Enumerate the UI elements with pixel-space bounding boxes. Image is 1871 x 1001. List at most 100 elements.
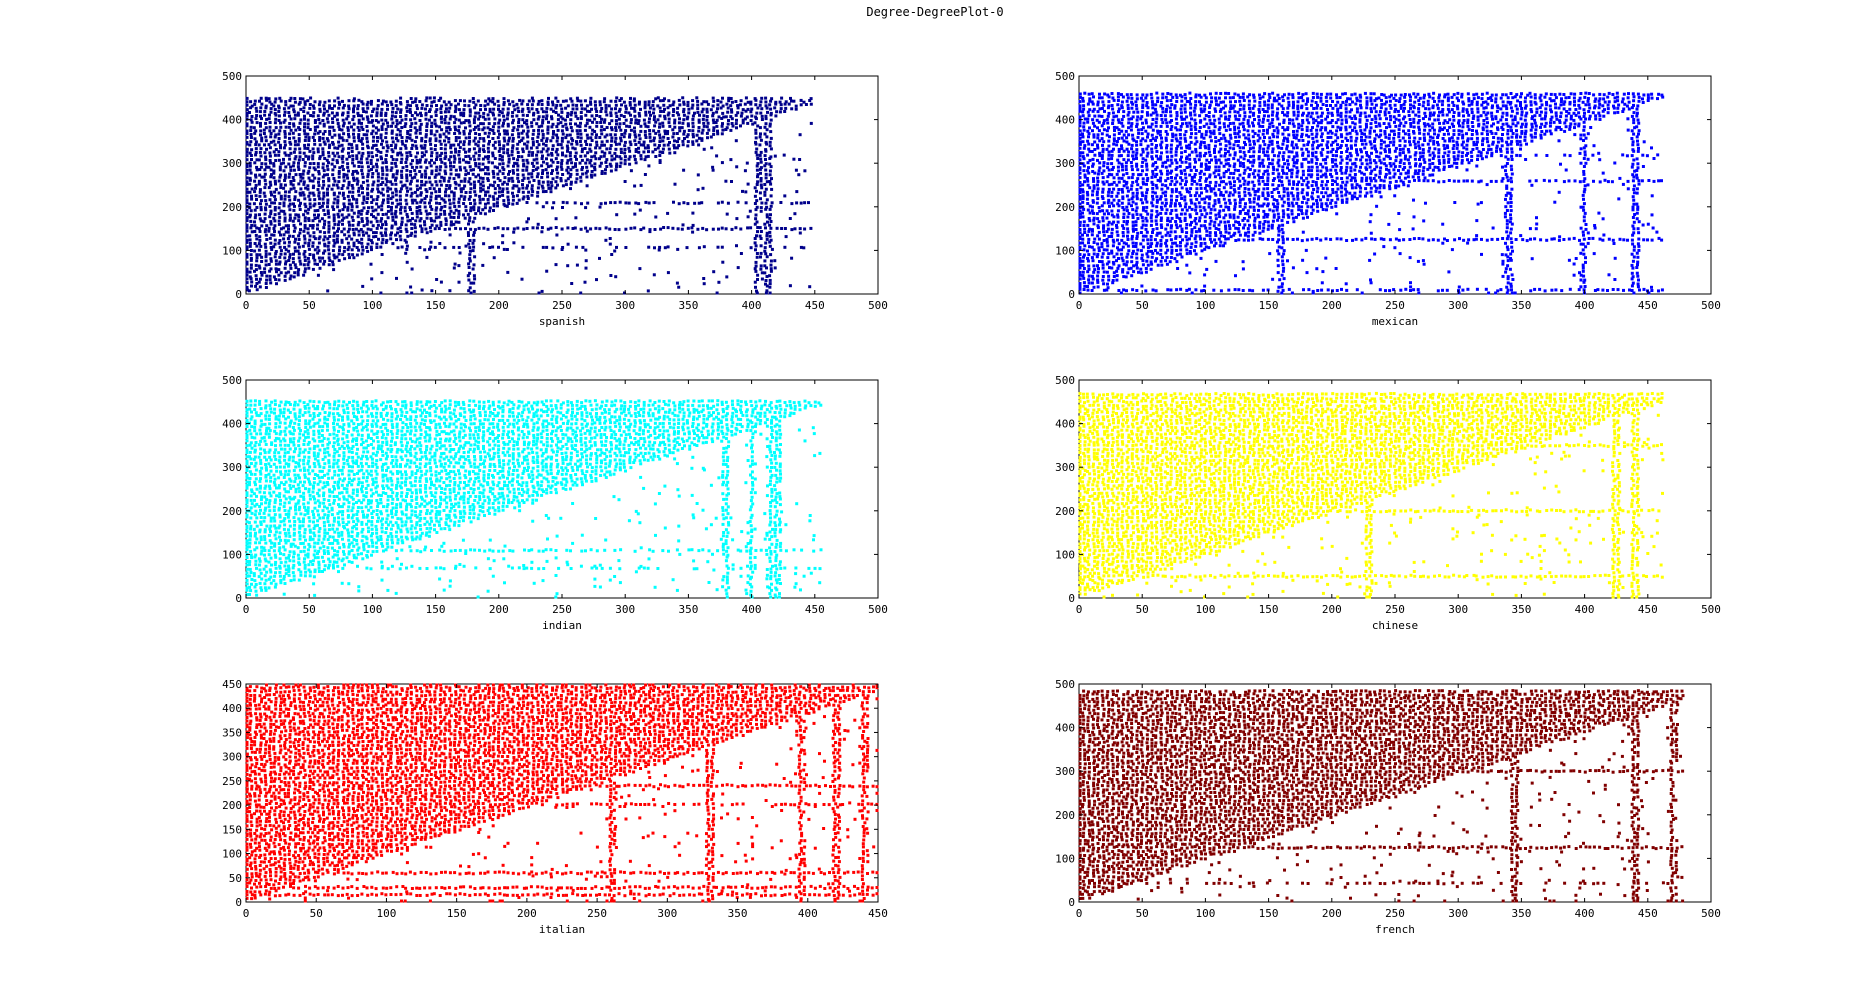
data-point — [1131, 200, 1135, 204]
data-point — [632, 99, 636, 103]
data-point — [1111, 111, 1115, 115]
data-point — [561, 99, 565, 103]
data-point — [1116, 92, 1120, 96]
data-point — [263, 179, 267, 182]
data-point — [245, 171, 249, 175]
data-point — [755, 199, 759, 203]
data-point — [445, 184, 449, 187]
data-point — [488, 194, 492, 198]
data-point — [427, 176, 431, 180]
data-point — [770, 187, 774, 191]
data-point — [430, 207, 434, 211]
data-point — [278, 215, 282, 219]
data-point — [332, 193, 336, 197]
data-point — [754, 150, 758, 154]
data-point — [245, 142, 249, 146]
data-point — [541, 147, 545, 151]
data-point — [408, 108, 412, 111]
data-point — [293, 263, 297, 267]
data-point — [345, 139, 349, 143]
data-point — [755, 289, 758, 293]
data-point — [463, 177, 467, 181]
data-point — [607, 104, 611, 108]
data-point — [327, 252, 331, 256]
data-point — [691, 132, 695, 136]
data-point — [634, 161, 638, 165]
data-point — [725, 102, 729, 106]
data-point — [308, 234, 312, 238]
data-point — [580, 150, 584, 154]
data-point — [790, 202, 794, 206]
data-point — [333, 146, 337, 150]
data-point — [1078, 142, 1082, 146]
data-point — [425, 125, 429, 129]
data-point — [518, 140, 522, 144]
data-point — [769, 136, 773, 140]
data-point — [541, 169, 545, 172]
data-point — [673, 139, 676, 143]
data-point — [603, 97, 607, 101]
data-point — [405, 164, 409, 168]
data-point — [1165, 143, 1169, 147]
data-point — [532, 179, 536, 182]
data-point — [570, 161, 574, 165]
data-point — [570, 282, 574, 285]
data-point — [706, 121, 710, 125]
data-point — [506, 124, 510, 128]
data-point — [691, 117, 695, 121]
data-point — [564, 136, 568, 140]
data-point — [352, 164, 356, 168]
data-point — [472, 139, 476, 143]
data-point — [452, 216, 456, 219]
data-point — [303, 237, 307, 241]
data-point — [250, 187, 254, 191]
data-point — [779, 107, 783, 111]
data-point — [764, 158, 767, 161]
data-point — [629, 143, 633, 147]
data-point — [667, 99, 671, 103]
data-point — [715, 110, 719, 114]
data-point — [545, 114, 549, 118]
data-point — [449, 209, 453, 213]
data-point — [384, 183, 388, 187]
data-point — [414, 155, 418, 159]
data-point — [405, 213, 409, 216]
data-point — [400, 223, 404, 227]
data-point — [355, 246, 359, 249]
data-point — [245, 180, 249, 184]
data-point — [374, 208, 378, 212]
data-point — [469, 187, 473, 191]
data-point — [498, 162, 502, 166]
data-point — [272, 171, 276, 175]
data-point — [532, 118, 536, 122]
data-point — [1112, 198, 1116, 202]
data-point — [245, 255, 249, 259]
data-point — [1149, 125, 1153, 129]
data-point — [1150, 122, 1154, 126]
data-point — [576, 132, 580, 136]
data-point — [773, 154, 777, 158]
data-point — [736, 104, 740, 108]
data-point — [311, 219, 315, 223]
data-point — [267, 117, 271, 121]
data-point — [288, 213, 292, 217]
data-point — [1150, 157, 1154, 161]
data-point — [357, 133, 361, 137]
data-point — [452, 197, 456, 201]
data-point — [546, 227, 550, 231]
data-point — [1126, 271, 1130, 275]
data-point — [424, 227, 428, 231]
data-point — [551, 132, 555, 136]
data-point — [289, 96, 293, 100]
data-point — [308, 128, 312, 131]
data-point — [429, 115, 433, 119]
data-point — [289, 182, 293, 186]
data-point — [609, 111, 613, 115]
data-point — [540, 138, 544, 142]
data-point — [328, 125, 332, 129]
data-point — [536, 117, 540, 121]
data-point — [1154, 138, 1157, 142]
data-point — [279, 186, 283, 190]
data-point — [1096, 187, 1100, 191]
data-point — [661, 147, 665, 151]
